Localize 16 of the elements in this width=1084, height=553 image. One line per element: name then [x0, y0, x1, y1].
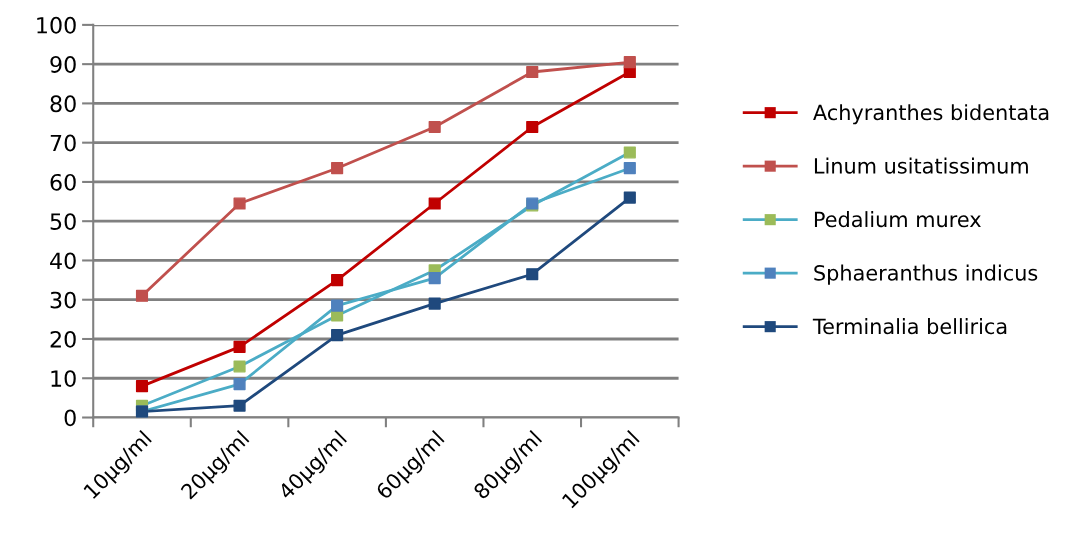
y-tick-label: 40	[50, 252, 76, 270]
y-tick-label: 80	[50, 95, 76, 113]
legend-label: Achyranthes bidentata	[813, 104, 1049, 125]
y-tick-label: 30	[50, 291, 76, 309]
y-tick-label: 60	[50, 173, 76, 191]
y-tick-label: 10	[51, 370, 76, 388]
y-tick-label: 70	[50, 134, 76, 152]
y-tick-label: 20	[50, 330, 76, 348]
y-tick-label: 50	[50, 213, 76, 230]
legend-label: Terminalia bellirica	[812, 318, 1007, 335]
y-tick-label: 0	[64, 409, 76, 427]
legend-label: Pedalium murex	[814, 211, 981, 228]
y-tick-label: 100	[37, 16, 76, 34]
legend-label: Sphaeranthus indicus	[814, 264, 1038, 285]
legend-label: Linum usitatissimum	[814, 157, 1028, 174]
y-tick-label: 90	[50, 56, 76, 73]
